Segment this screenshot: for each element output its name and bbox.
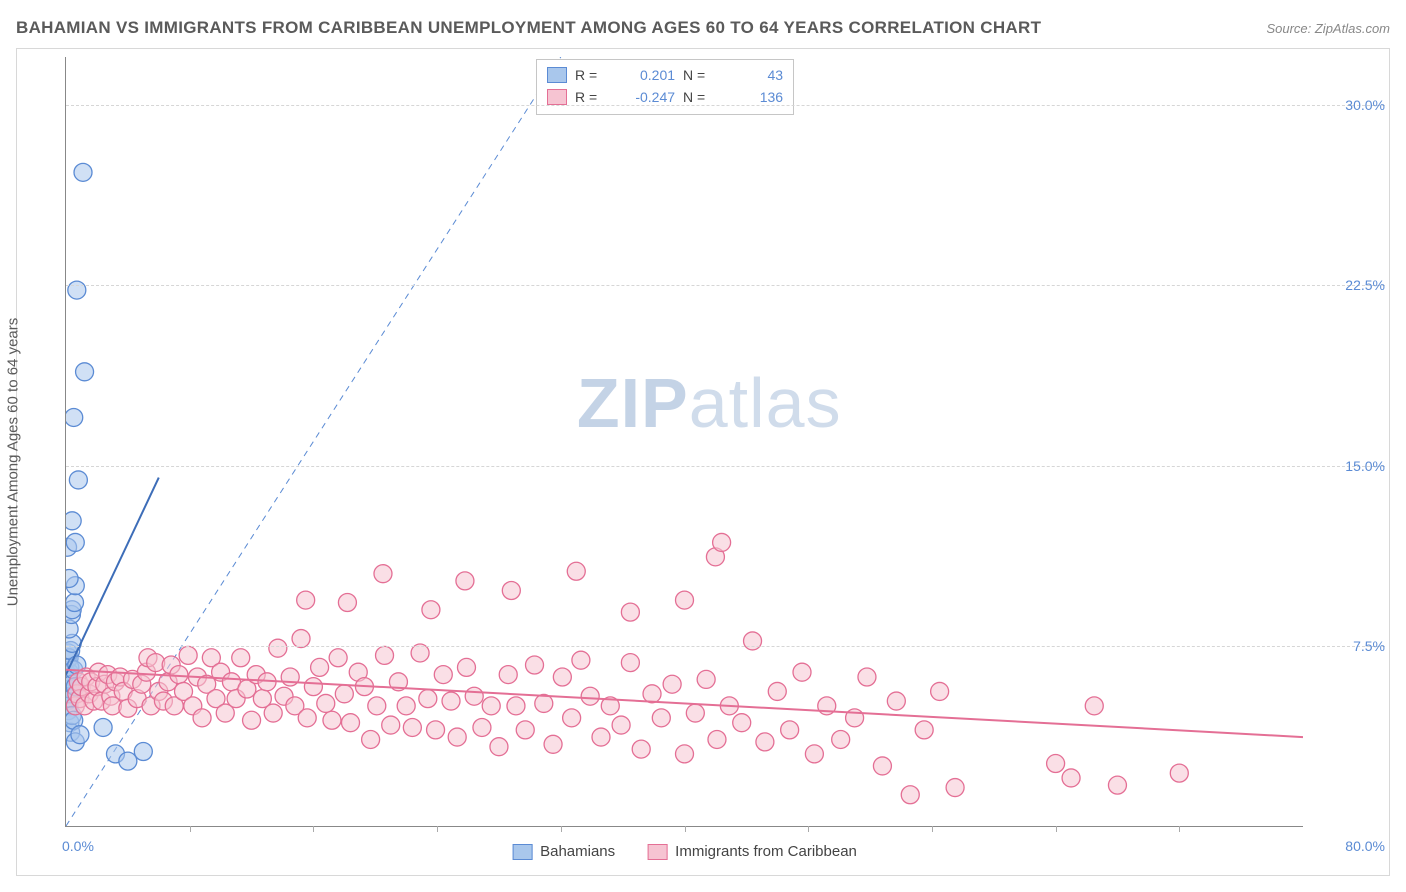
chart-header: BAHAMIAN VS IMMIGRANTS FROM CARIBBEAN UN… [16, 18, 1390, 38]
legend-row: R = 0.201 N = 43 [547, 64, 783, 86]
series-label: Immigrants from Caribbean [675, 843, 857, 860]
x-tick [685, 826, 686, 832]
x-tick [932, 826, 933, 832]
x-tick [437, 826, 438, 832]
y-tick-label: 30.0% [1309, 97, 1385, 113]
legend-swatch [547, 67, 567, 83]
chart-title: BAHAMIAN VS IMMIGRANTS FROM CARIBBEAN UN… [16, 18, 1041, 38]
x-axis-origin-label: 0.0% [62, 838, 94, 854]
legend-r-value: 0.201 [613, 64, 675, 86]
x-tick [313, 826, 314, 832]
legend-swatch [512, 844, 532, 860]
y-tick-label: 22.5% [1309, 277, 1385, 293]
gridline-h [66, 646, 1385, 647]
x-tick [1056, 826, 1057, 832]
gridline-h [66, 105, 1385, 106]
x-tick [190, 826, 191, 832]
plot-area: ZIPatlas R =0.201N =43R =-0.247N =136 0.… [65, 57, 1303, 827]
series-legend-item: Immigrants from Caribbean [647, 843, 857, 860]
x-tick [808, 826, 809, 832]
y-tick-label: 15.0% [1309, 458, 1385, 474]
series-legend-item: Bahamians [512, 843, 615, 860]
correlation-legend: R =0.201N =43R =-0.247N =136 [536, 59, 794, 115]
legend-r-label: R = [575, 64, 605, 86]
gridline-h [66, 466, 1385, 467]
x-axis-right-label: 80.0% [1309, 838, 1385, 854]
series-legend: Bahamians Immigrants from Caribbean [512, 843, 857, 860]
x-tick [561, 826, 562, 832]
series-label: Bahamians [540, 843, 615, 860]
y-axis-label: Unemployment Among Ages 60 to 64 years [5, 318, 22, 607]
chart-container: Unemployment Among Ages 60 to 64 years Z… [16, 48, 1390, 876]
chart-source: Source: ZipAtlas.com [1266, 21, 1390, 36]
y-tick-label: 7.5% [1309, 638, 1385, 654]
gridline-h [66, 285, 1385, 286]
legend-swatch [547, 89, 567, 105]
legend-swatch [647, 844, 667, 860]
scatter-svg [66, 57, 1303, 826]
legend-n-value: 43 [721, 64, 783, 86]
x-tick [1179, 826, 1180, 832]
legend-n-label: N = [683, 64, 713, 86]
